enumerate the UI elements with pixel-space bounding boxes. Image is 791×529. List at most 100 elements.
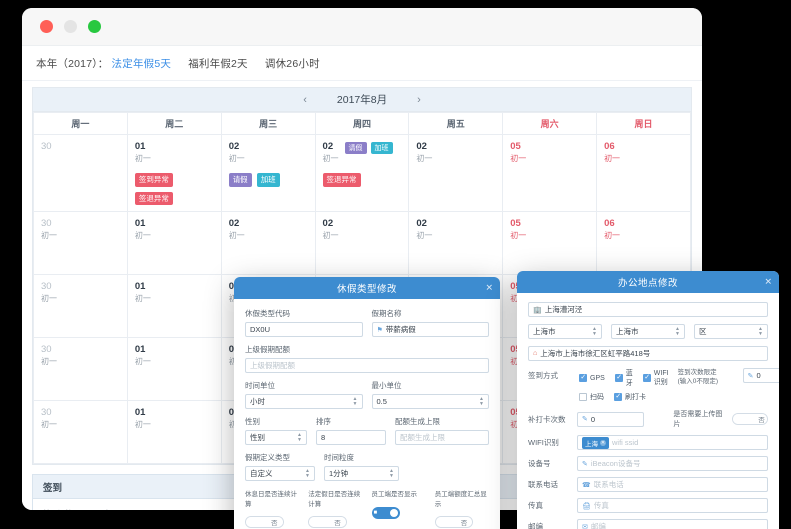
phone-input[interactable]: ☎ 联系电话 — [577, 477, 768, 492]
photo-required-off[interactable] — [733, 414, 754, 424]
district-value: 区 — [699, 327, 707, 336]
toggle-off[interactable]: 否 — [308, 515, 347, 528]
calendar-day-cell[interactable]: 01 初一 — [126, 400, 222, 464]
method-card[interactable]: 刷打卡 — [614, 392, 646, 402]
calendar-week-row: 30 初一 01 初一 02 初一 02 初一 02 初一 05 初一 06 初一 — [33, 211, 691, 275]
day-tag[interactable]: 请假 — [228, 173, 252, 187]
calendar-day-cell[interactable]: 05 初一 — [502, 211, 598, 275]
method-wifi[interactable]: WIFI识别 — [642, 368, 669, 388]
fax-input[interactable]: 🖨 传真 — [577, 498, 768, 513]
method-gps[interactable]: GPS — [579, 368, 605, 388]
signin-method-label: 签到方式 — [528, 371, 558, 380]
calendar-day-cell[interactable]: 01 初一 — [126, 274, 222, 338]
calendar-day-cell[interactable]: 01 初一 — [126, 211, 222, 275]
leave-name-input[interactable]: ⚑ 带薪病假 — [371, 322, 489, 337]
day-number: 05 — [510, 407, 521, 418]
phone-icon: ☎ — [582, 481, 591, 489]
close-icon[interactable]: ✕ — [485, 282, 493, 293]
day-tag[interactable]: 加班 — [256, 173, 280, 187]
parent-quota-input[interactable]: 上级假期配额 — [245, 358, 489, 373]
calendar-day-cell[interactable]: 02 初一 请假 加班 — [220, 134, 316, 212]
calendar-day-cell[interactable]: 02 初一 — [408, 134, 504, 212]
lunar-date: 初一 — [134, 294, 151, 303]
signin-limit-sub: (输入0不限定) — [677, 378, 719, 385]
day-tag-list: 签到异常 签退异常 — [134, 173, 214, 205]
chevron-updown-icon: ▲ ▼ — [758, 326, 763, 337]
leave-name-value: 带薪病假 — [385, 325, 416, 334]
calendar-day-cell[interactable]: 06 初一 — [596, 134, 691, 212]
close-icon[interactable]: ✕ — [764, 276, 772, 287]
calendar-day-cell[interactable]: 02 初一 — [314, 211, 410, 275]
day-tag[interactable]: 请假 — [344, 142, 367, 154]
quota-cap-input[interactable]: 配额生成上限 — [395, 430, 489, 445]
calendar-day-cell[interactable]: 01 初一 — [126, 337, 222, 401]
city-select[interactable]: 上海市 ▲ ▼ — [611, 324, 685, 339]
calendar-day-cell[interactable]: 30 初一 — [33, 211, 128, 275]
office-dialog-body: 🏢 上海漕河泾 上海市 ▲ ▼ 上海市 ▲ ▼ — [517, 293, 779, 529]
calendar-day-cell[interactable]: 30 初一 — [33, 274, 128, 338]
day-tag[interactable]: 签退异常 — [322, 173, 361, 187]
zip-row: 邮编 ✉ 邮编 — [528, 519, 768, 529]
quota-cap-placeholder: 配额生成上限 — [400, 433, 445, 442]
close-window-icon[interactable] — [40, 20, 53, 33]
minimize-window-icon[interactable] — [64, 20, 77, 33]
signin-limit-input[interactable]: ✎ 0 — [742, 368, 779, 383]
address-input[interactable]: ⌂ 上海市上海市徐汇区虹平路418号 — [528, 346, 768, 361]
lunar-date: 初一 — [416, 154, 433, 163]
summary-statutory-leave[interactable]: 法定年假5天 — [111, 58, 172, 70]
calendar-day-cell[interactable]: 02 初一 — [220, 211, 316, 275]
next-month-icon[interactable]: › — [417, 93, 421, 106]
toggle-off[interactable]: 否 — [245, 515, 284, 528]
leave-code-input[interactable]: DX0U — [245, 322, 363, 337]
day-tag[interactable]: 加班 — [370, 142, 393, 154]
calendar-day-cell[interactable]: 05 初一 — [502, 134, 598, 212]
calendar-day-cell[interactable]: 06 初一 — [596, 211, 691, 275]
remove-chip-icon[interactable]: ✕ — [600, 439, 606, 446]
def-type-select[interactable]: 自定义 ▲ ▼ — [245, 466, 315, 481]
office-name-input[interactable]: 🏢 上海漕河泾 — [528, 302, 768, 317]
tag-icon: ⚑ — [376, 326, 383, 334]
order-input[interactable]: 8 — [316, 430, 386, 445]
calendar-day-cell[interactable]: 02 初一 — [408, 211, 504, 275]
zoom-window-icon[interactable] — [88, 20, 101, 33]
wifi-ssid-input[interactable]: 上海 ✕ wifi ssid — [577, 435, 768, 450]
method-bluetooth[interactable]: 蓝牙 — [614, 368, 633, 388]
device-input[interactable]: ✎ iBeacon设备号 — [577, 456, 768, 471]
min-unit-select[interactable]: 0.5 ▲ ▼ — [371, 394, 489, 409]
calendar-day-cell[interactable]: 30 — [33, 134, 128, 212]
photo-required-no[interactable]: 否 — [753, 414, 768, 424]
method-card-label: 刷打卡 — [625, 394, 646, 401]
calendar-day-cell[interactable]: 30 初一 — [33, 337, 128, 401]
time-range-select[interactable]: 1分钟 ▲ ▼ — [324, 466, 399, 481]
prev-month-icon[interactable]: ‹ — [303, 93, 307, 106]
district-select[interactable]: 区 ▲ ▼ — [694, 324, 768, 339]
gender-select[interactable]: 性别 ▲ ▼ — [245, 430, 307, 445]
toggle-off[interactable]: 否 — [434, 515, 474, 528]
lunar-date: 初一 — [604, 231, 621, 240]
calendar-day-cell[interactable]: 01 初一 签到异常 签退异常 — [126, 134, 222, 212]
time-unit-select[interactable]: 小时 ▲ ▼ — [245, 394, 363, 409]
province-select[interactable]: 上海市 ▲ ▼ — [528, 324, 602, 339]
photo-required-toggle[interactable]: 否 — [732, 413, 768, 425]
leave-switch-a-1: 法定假日是否连续计算否 — [308, 488, 362, 529]
retry-input[interactable]: ✎ 0 — [577, 411, 645, 427]
calendar-day-cell[interactable]: 02 初一 请假 加班 签退异常 — [314, 134, 410, 212]
leave-switch-a-2: 员工端是否显示 ■ — [371, 488, 426, 529]
lunar-date: 初一 — [41, 357, 57, 366]
calendar-header: ‹ 2017年8月 › — [33, 88, 691, 112]
zip-input[interactable]: ✉ 邮编 — [577, 519, 768, 529]
calendar-day-cell[interactable]: 30 初一 — [33, 400, 128, 464]
zip-placeholder: 邮编 — [590, 522, 606, 529]
lunar-date: 初一 — [322, 231, 339, 240]
chevron-updown-icon: ▲ ▼ — [479, 396, 484, 407]
retry-value: 0 — [590, 414, 596, 424]
signin-limit-value: 0 — [756, 371, 761, 380]
wifi-chip[interactable]: 上海 ✕ — [582, 436, 609, 449]
toggle-on[interactable]: ■ — [371, 507, 400, 519]
method-scan[interactable]: 扫码 — [579, 392, 604, 402]
chevron-updown-icon: ▲ ▼ — [352, 396, 358, 407]
day-tag[interactable]: 签到异常 — [134, 173, 173, 187]
day-tag[interactable]: 签退异常 — [134, 191, 173, 205]
checkin-card-time: 签到时间：2017年8月10日 am10：02 — [33, 499, 356, 510]
